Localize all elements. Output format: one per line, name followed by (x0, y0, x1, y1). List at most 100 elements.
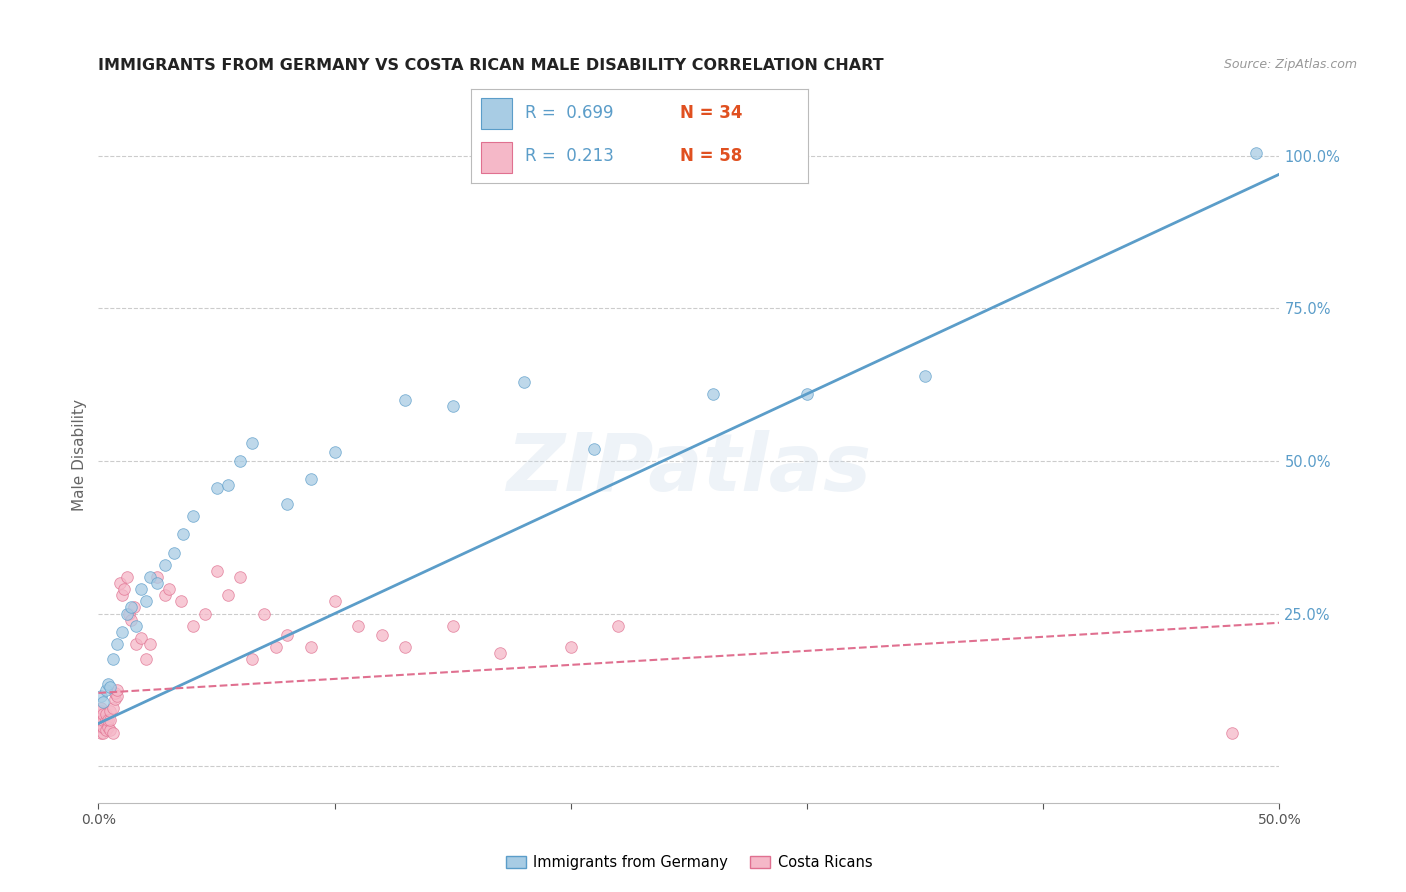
Point (129, 582, 152, 597)
Point (91, 725, 114, 739)
Point (90, 725, 112, 739)
Point (276, 497, 298, 511)
Point (94, 707, 117, 722)
Point (112, 582, 135, 597)
Point (146, 576, 169, 591)
Text: N = 34: N = 34 (681, 104, 742, 122)
Point (229, 454, 252, 468)
Point (125, 619, 148, 633)
Point (101, 725, 124, 739)
Point (125, 637, 148, 651)
Text: Source: ZipAtlas.com: Source: ZipAtlas.com (1223, 58, 1357, 71)
Point (299, 472, 322, 486)
Point (181, 619, 204, 633)
Point (91, 719, 114, 733)
Point (97, 714, 120, 728)
Point (122, 600, 145, 615)
Point (118, 607, 141, 621)
Text: R =  0.213: R = 0.213 (524, 147, 614, 165)
Point (121, 600, 143, 615)
Point (172, 527, 194, 541)
Point (90, 707, 112, 722)
Point (91, 695, 114, 709)
Point (101, 652, 124, 666)
Point (157, 582, 180, 597)
Point (98, 714, 121, 728)
Point (90, 719, 112, 733)
Point (97, 719, 120, 733)
Point (146, 570, 169, 584)
Point (135, 652, 157, 666)
Point (264, 640, 287, 655)
Point (94, 682, 117, 697)
Point (512, 375, 534, 389)
Point (702, 387, 724, 401)
Point (253, 607, 276, 621)
Y-axis label: Male Disability: Male Disability (72, 399, 87, 511)
Point (94, 723, 117, 737)
Point (97, 677, 120, 691)
Text: R =  0.699: R = 0.699 (524, 104, 613, 122)
Point (139, 570, 162, 584)
Point (205, 482, 228, 496)
Point (105, 682, 128, 697)
Point (796, 387, 818, 401)
Point (1244, 145, 1267, 160)
Point (91, 714, 114, 728)
Text: N = 58: N = 58 (681, 147, 742, 165)
Point (111, 624, 134, 639)
Point (163, 545, 186, 559)
Point (371, 628, 394, 642)
Point (105, 637, 128, 651)
Point (323, 445, 346, 459)
Point (583, 442, 606, 456)
Point (205, 564, 228, 578)
Point (394, 640, 416, 655)
FancyBboxPatch shape (481, 97, 512, 129)
Point (240, 652, 263, 666)
Point (153, 588, 176, 602)
Point (489, 646, 512, 660)
Point (441, 399, 464, 413)
Point (104, 692, 127, 706)
Point (90, 689, 112, 703)
Text: IMMIGRANTS FROM GERMANY VS COSTA RICAN MALE DISABILITY CORRELATION CHART: IMMIGRANTS FROM GERMANY VS COSTA RICAN M… (98, 58, 884, 73)
Point (115, 607, 138, 621)
Point (194, 607, 217, 621)
Point (129, 631, 152, 645)
Point (108, 576, 131, 591)
Point (90, 704, 112, 718)
Point (170, 594, 193, 608)
Point (914, 368, 936, 383)
Point (90, 714, 112, 728)
Point (105, 689, 128, 703)
Point (299, 640, 322, 655)
Legend: Immigrants from Germany, Costa Ricans: Immigrants from Germany, Costa Ricans (499, 849, 879, 876)
Point (139, 637, 162, 651)
Point (240, 435, 263, 450)
Point (441, 619, 464, 633)
Point (98, 723, 121, 737)
Point (90, 701, 112, 715)
Point (181, 508, 204, 523)
FancyBboxPatch shape (481, 142, 512, 173)
Point (153, 558, 176, 572)
Point (94, 714, 117, 728)
Point (347, 619, 370, 633)
Text: ZIPatlas: ZIPatlas (506, 430, 872, 508)
Point (135, 594, 157, 608)
Point (121, 613, 143, 627)
Point (217, 588, 239, 602)
Point (323, 594, 346, 608)
Point (91, 707, 114, 722)
Point (115, 570, 138, 584)
Point (101, 701, 124, 715)
Point (394, 392, 416, 407)
Point (276, 628, 298, 642)
Point (98, 704, 121, 718)
Point (217, 478, 239, 492)
Point (229, 570, 252, 584)
Point (1220, 725, 1243, 739)
Point (560, 640, 582, 655)
Point (98, 680, 121, 694)
